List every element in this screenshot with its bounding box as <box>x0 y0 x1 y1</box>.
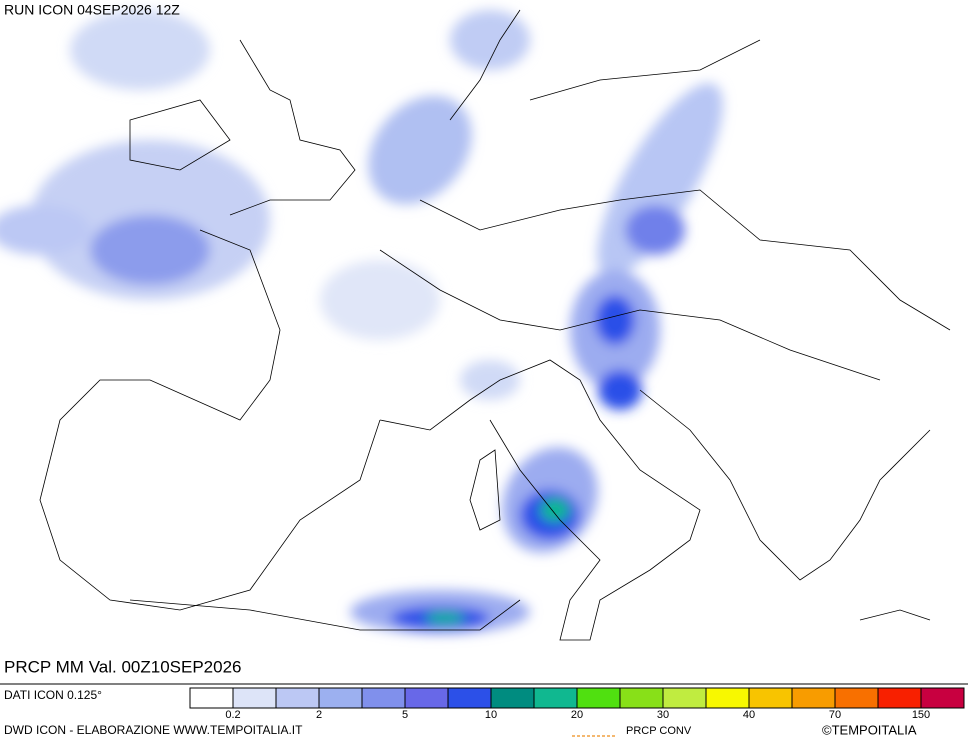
colorbar-swatch <box>576 687 621 709</box>
brand: ©TEMPOITALIA <box>822 722 917 737</box>
colorbar-swatch <box>619 687 664 709</box>
colorbar-swatch <box>490 687 535 709</box>
colorbar-swatch <box>834 687 879 709</box>
precipitation-field <box>0 10 723 634</box>
colorbar: 0.2 2 5 10 20 30 40 70 150 <box>189 687 965 721</box>
conv-legend-label: PRCP CONV <box>626 725 692 737</box>
credit: DWD ICON - ELABORAZIONE WWW.TEMPOITALIA.… <box>4 723 303 737</box>
colorbar-tick-label: 150 <box>912 709 930 721</box>
colorbar-tick-label: 20 <box>571 709 583 721</box>
colorbar-swatch <box>275 687 320 709</box>
resolution-note: DATI ICON 0.125° <box>4 688 102 702</box>
colorbar-swatch <box>791 687 836 709</box>
colorbar-tick-label: 40 <box>743 709 755 721</box>
colorbar-swatch <box>189 687 234 709</box>
colorbar-swatch <box>705 687 750 709</box>
colorbar-swatch <box>748 687 793 709</box>
colorbar-tick-label: 0.2 <box>225 709 240 721</box>
colorbar-tick-label: 2 <box>316 709 322 721</box>
colorbar-tick-label: 70 <box>829 709 841 721</box>
run-title: RUN ICON 04SEP2026 12Z <box>4 2 180 18</box>
colorbar-swatch <box>877 687 922 709</box>
map-caption: PRCP MM Val. 00Z10SEP2026 <box>4 657 242 676</box>
colorbar-tick-label: 10 <box>485 709 497 721</box>
colorbar-swatch <box>232 687 277 709</box>
colorbar-tick-label: 30 <box>657 709 669 721</box>
colorbar-swatch <box>662 687 707 709</box>
coastlines <box>39 9 951 641</box>
colorbar-swatch <box>318 687 363 709</box>
colorbar-swatch <box>447 687 492 709</box>
colorbar-tick-label: 5 <box>402 709 408 721</box>
colorbar-swatch <box>533 687 578 709</box>
colorbar-swatch <box>361 687 406 709</box>
colorbar-swatch <box>920 687 965 709</box>
colorbar-swatch <box>404 687 449 709</box>
map-background <box>0 0 968 684</box>
